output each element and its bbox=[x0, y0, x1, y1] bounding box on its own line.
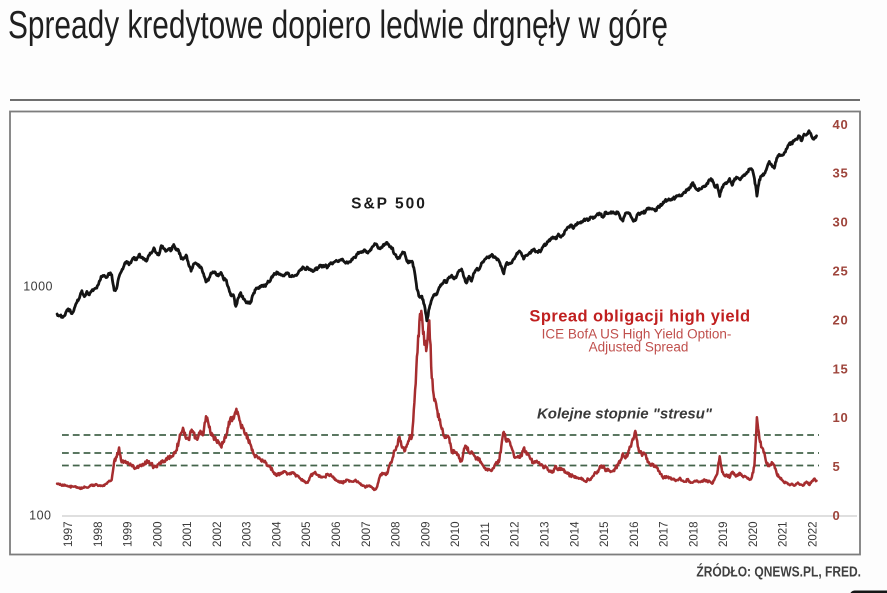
svg-text:30: 30 bbox=[833, 215, 849, 230]
svg-text:Spread obligacji high yield: Spread obligacji high yield bbox=[529, 308, 750, 326]
svg-text:1000: 1000 bbox=[23, 280, 53, 294]
svg-text:Spready kredytowe dopiero ledw: Spready kredytowe dopiero ledwie drgnęły… bbox=[8, 4, 668, 47]
svg-text:1998: 1998 bbox=[93, 521, 105, 547]
svg-text:2004: 2004 bbox=[272, 521, 284, 547]
svg-text:10: 10 bbox=[833, 410, 849, 425]
svg-text:2000: 2000 bbox=[152, 521, 164, 547]
svg-text:2008: 2008 bbox=[391, 521, 403, 547]
svg-text:40: 40 bbox=[833, 117, 849, 132]
svg-text:20: 20 bbox=[833, 312, 849, 327]
svg-text:2005: 2005 bbox=[301, 521, 313, 547]
svg-text:2017: 2017 bbox=[659, 521, 671, 547]
svg-text:2018: 2018 bbox=[688, 521, 700, 547]
svg-text:2006: 2006 bbox=[331, 521, 343, 547]
svg-text:15: 15 bbox=[833, 361, 849, 376]
svg-text:2016: 2016 bbox=[629, 521, 641, 547]
svg-text:2009: 2009 bbox=[420, 521, 432, 547]
svg-text:ICE BofA US High Yield Option-: ICE BofA US High Yield Option- bbox=[542, 327, 732, 342]
svg-text:2001: 2001 bbox=[182, 521, 194, 547]
svg-text:2003: 2003 bbox=[242, 521, 254, 547]
svg-text:S&P 500: S&P 500 bbox=[351, 196, 427, 213]
svg-text:5: 5 bbox=[833, 459, 841, 474]
svg-text:2012: 2012 bbox=[510, 521, 522, 547]
svg-text:2022: 2022 bbox=[808, 521, 820, 547]
svg-text:2007: 2007 bbox=[361, 521, 373, 547]
svg-text:100: 100 bbox=[29, 509, 51, 523]
svg-text:2014: 2014 bbox=[569, 521, 581, 547]
svg-text:2013: 2013 bbox=[540, 521, 552, 547]
svg-text:2021: 2021 bbox=[778, 521, 790, 547]
svg-text:Kolejne stopnie "stresu": Kolejne stopnie "stresu" bbox=[537, 406, 713, 423]
svg-text:Adjusted Spread: Adjusted Spread bbox=[589, 340, 689, 355]
svg-text:2002: 2002 bbox=[212, 521, 224, 547]
svg-text:35: 35 bbox=[833, 166, 849, 181]
svg-text:1999: 1999 bbox=[123, 521, 135, 547]
svg-text:0: 0 bbox=[833, 508, 841, 523]
svg-text:1997: 1997 bbox=[63, 521, 75, 547]
svg-text:2015: 2015 bbox=[599, 521, 611, 547]
svg-text:2020: 2020 bbox=[748, 521, 760, 547]
svg-text:ŹRÓDŁO: QNEWS.PL, FRED.: ŹRÓDŁO: QNEWS.PL, FRED. bbox=[696, 563, 861, 580]
svg-text:2019: 2019 bbox=[718, 521, 730, 547]
svg-text:2010: 2010 bbox=[450, 521, 462, 547]
svg-text:2011: 2011 bbox=[480, 522, 492, 547]
svg-text:25: 25 bbox=[833, 264, 849, 279]
